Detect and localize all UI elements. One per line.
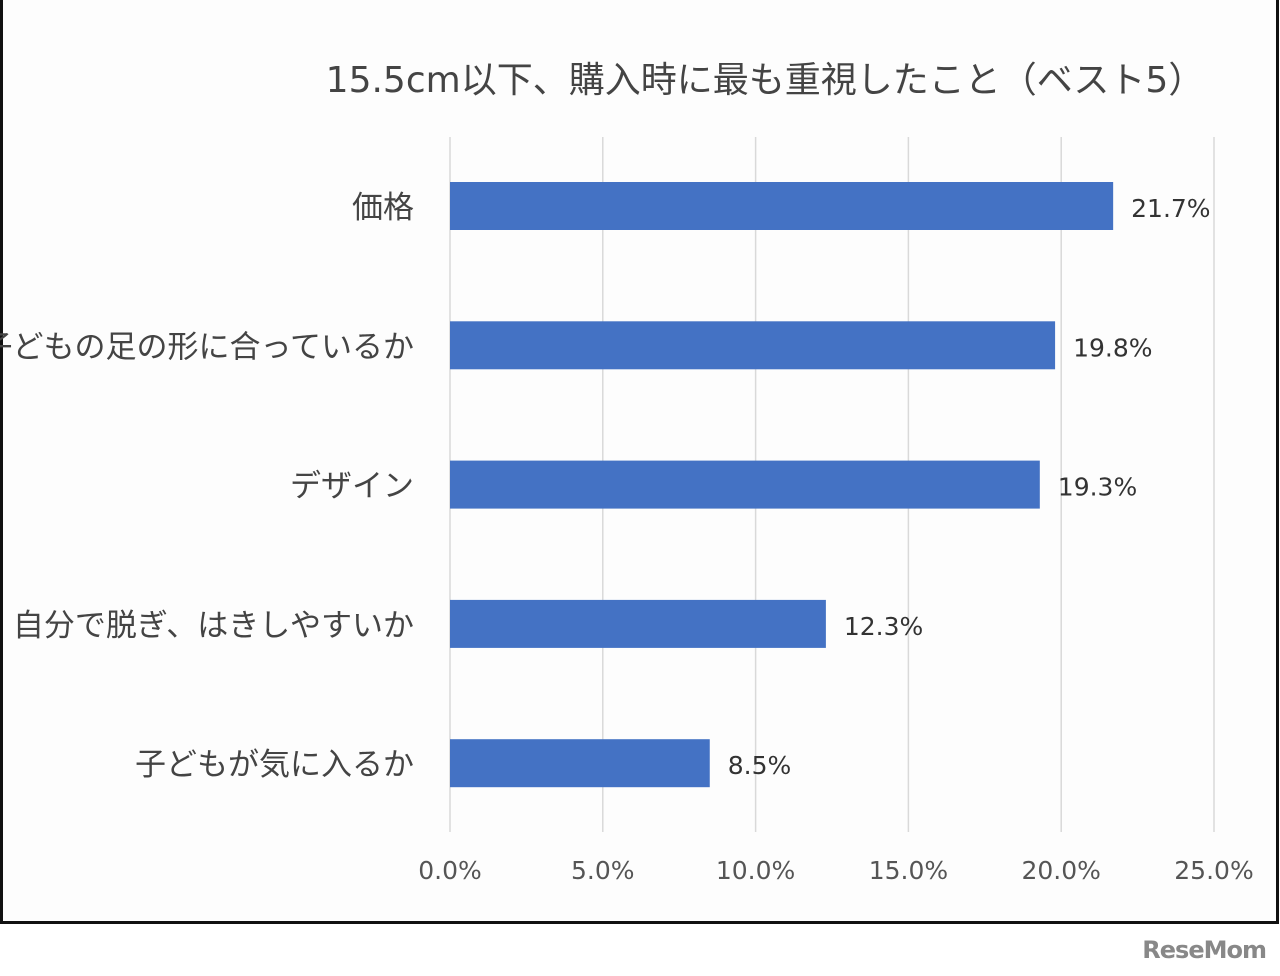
chart-title: 15.5cm以下、購入時に最も重視したこと（ベスト5） [326, 60, 1205, 101]
data-label: 19.8% [1073, 333, 1152, 362]
bar [450, 460, 1040, 509]
x-tick-label: 15.0% [869, 856, 948, 885]
x-tick-label: 20.0% [1021, 856, 1100, 885]
bar [450, 182, 1114, 230]
data-label: 8.5% [728, 751, 792, 780]
x-tick-label: 25.0% [1174, 856, 1253, 885]
bar [450, 739, 710, 788]
data-label: 21.7% [1131, 194, 1210, 223]
category-label: 自分で脱ぎ、はきしやすいか [13, 608, 414, 644]
bar [450, 599, 826, 648]
data-label: 12.3% [844, 612, 923, 641]
data-label: 19.3% [1058, 473, 1137, 502]
category-label: 価格 [352, 190, 414, 226]
x-tick-label: 10.0% [716, 856, 795, 885]
category-label: 子どもの足の形に合っているか [0, 329, 414, 365]
resemom-logo: ReseMom [1142, 936, 1267, 964]
category-label: デザイン [290, 469, 414, 505]
x-tick-label: 0.0% [418, 856, 482, 885]
bar [450, 321, 1056, 370]
category-label: 子どもが気に入るか [135, 747, 414, 783]
x-tick-label: 5.0% [571, 856, 635, 885]
